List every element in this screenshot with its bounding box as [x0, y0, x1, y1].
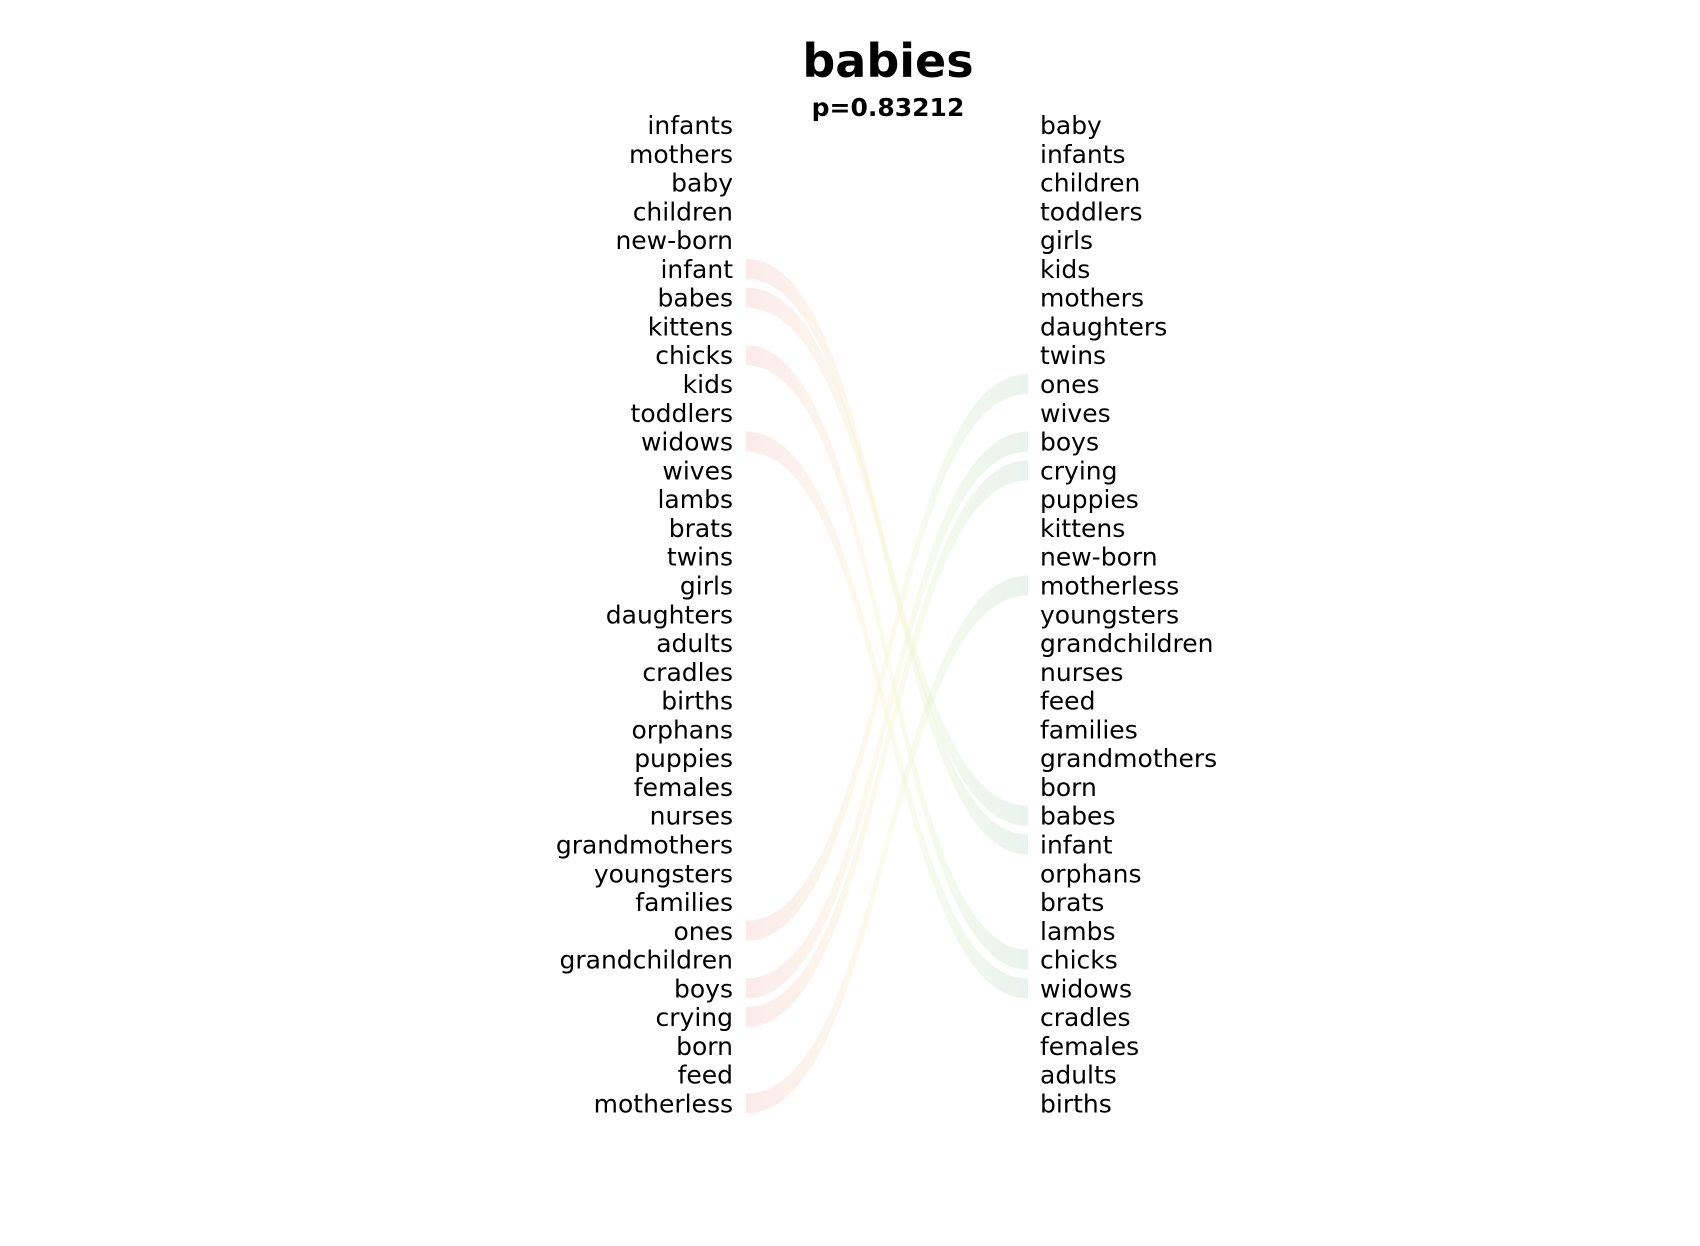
- left-word: girls: [680, 571, 733, 600]
- right-word: widows: [1040, 974, 1132, 1003]
- left-word: infants: [647, 111, 733, 140]
- left-word: born: [676, 1032, 733, 1061]
- right-word: girls: [1040, 226, 1093, 255]
- left-word: brats: [669, 514, 733, 543]
- left-word: twins: [667, 543, 733, 572]
- right-word: twins: [1040, 341, 1106, 370]
- left-word: orphans: [632, 715, 733, 744]
- right-word: daughters: [1040, 312, 1167, 341]
- left-word: grandchildren: [560, 946, 734, 975]
- right-word: mothers: [1040, 284, 1144, 313]
- right-word: cradles: [1040, 1003, 1131, 1032]
- right-word: orphans: [1040, 859, 1141, 888]
- right-word: nurses: [1040, 658, 1123, 687]
- right-word: families: [1040, 715, 1138, 744]
- chart-subtitle: p=0.83212: [812, 93, 965, 122]
- right-word: infants: [1040, 140, 1126, 169]
- left-word: daughters: [606, 600, 733, 629]
- rank-link-boys: [746, 431, 1028, 999]
- right-word: boys: [1040, 428, 1099, 457]
- left-ranking-column: infantsmothersbabychildrennew-borninfant…: [556, 111, 733, 1119]
- left-word: ones: [673, 917, 733, 946]
- left-word: puppies: [634, 744, 733, 773]
- left-word: baby: [671, 169, 733, 198]
- right-word: babes: [1040, 802, 1115, 831]
- right-word: grandchildren: [1040, 629, 1214, 658]
- right-word: ones: [1040, 370, 1100, 399]
- right-word: puppies: [1040, 485, 1139, 514]
- right-word: born: [1040, 773, 1097, 802]
- left-word: lambs: [657, 485, 733, 514]
- left-word: widows: [641, 428, 733, 457]
- right-word: females: [1040, 1032, 1139, 1061]
- left-word: births: [661, 687, 733, 716]
- left-word: motherless: [594, 1090, 733, 1119]
- left-word: wives: [662, 456, 733, 485]
- rank-link-motherless: [746, 575, 1028, 1114]
- right-word: lambs: [1040, 917, 1116, 946]
- right-word: children: [1040, 169, 1140, 198]
- rank-link-babes: [746, 287, 1028, 826]
- left-word: babes: [658, 284, 733, 313]
- link-layer: [746, 258, 1028, 1114]
- left-word: grandmothers: [556, 831, 733, 860]
- right-word: baby: [1040, 111, 1102, 140]
- left-word: families: [635, 888, 733, 917]
- left-word: toddlers: [631, 399, 733, 428]
- chart-title: babies: [802, 34, 973, 88]
- right-word: feed: [1040, 687, 1095, 716]
- left-word: crying: [656, 1003, 733, 1032]
- right-word: kids: [1040, 255, 1090, 284]
- right-word: toddlers: [1040, 197, 1142, 226]
- right-word: grandmothers: [1040, 744, 1217, 773]
- left-word: kids: [683, 370, 733, 399]
- right-ranking-column: babyinfantschildrentoddlersgirlskidsmoth…: [1040, 111, 1217, 1119]
- right-word: infant: [1040, 831, 1113, 860]
- right-word: kittens: [1040, 514, 1125, 543]
- left-word: mothers: [629, 140, 733, 169]
- right-word: adults: [1040, 1061, 1117, 1090]
- left-word: youngsters: [594, 859, 733, 888]
- right-word: crying: [1040, 456, 1117, 485]
- rank-link-ones: [746, 374, 1028, 941]
- right-word: brats: [1040, 888, 1104, 917]
- right-word: wives: [1040, 399, 1111, 428]
- left-word: chicks: [655, 341, 733, 370]
- left-word: boys: [674, 974, 733, 1003]
- left-word: adults: [656, 629, 733, 658]
- left-word: cradles: [642, 658, 733, 687]
- left-word: nurses: [650, 802, 733, 831]
- rank-link-crying: [746, 460, 1028, 1028]
- left-word: females: [634, 773, 733, 802]
- left-word: new-born: [615, 226, 733, 255]
- left-word: infant: [660, 255, 733, 284]
- left-word: children: [633, 197, 733, 226]
- right-word: youngsters: [1040, 600, 1179, 629]
- right-word: chicks: [1040, 946, 1118, 975]
- left-word: feed: [678, 1061, 733, 1090]
- left-word: kittens: [648, 312, 733, 341]
- right-word: new-born: [1040, 543, 1158, 572]
- right-word: births: [1040, 1090, 1112, 1119]
- right-word: motherless: [1040, 571, 1179, 600]
